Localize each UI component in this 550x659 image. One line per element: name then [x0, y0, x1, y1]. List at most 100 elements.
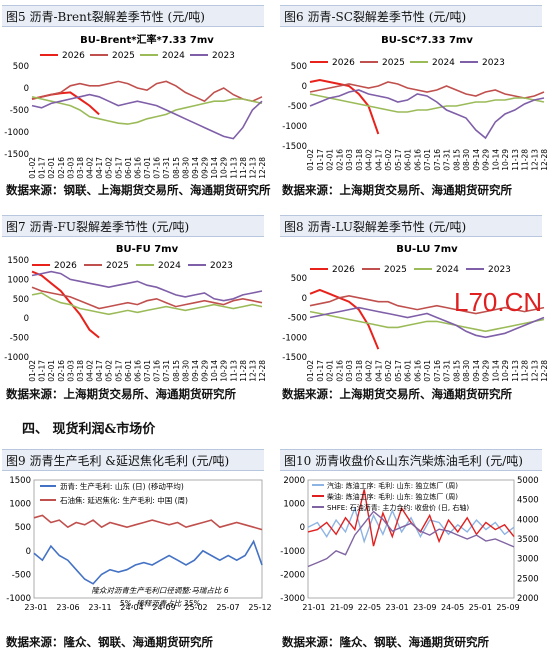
series-line-asphalt-margin: [33, 539, 263, 585]
x-tick-label: 08-30: [462, 149, 471, 171]
series-line-2026: [31, 91, 100, 116]
x-tick-label: 12-13: [248, 360, 257, 382]
legend-label-2025: 2025: [106, 261, 129, 271]
x-tick-label: 24-04: [120, 603, 143, 612]
x-tick-label: 12-13: [530, 149, 539, 171]
x-tick-label: 03-18: [76, 157, 85, 179]
legend-label-2024: 2024: [158, 261, 181, 271]
x-tick-label: 08-15: [172, 157, 181, 179]
x-tick-label: 21-01: [302, 603, 325, 612]
legend-label-2026: 2026: [62, 51, 85, 61]
x-tick-label: 10-14: [210, 360, 219, 382]
x-tick-label: 03-03: [345, 149, 354, 171]
x-tick-label: 02-01: [47, 360, 56, 382]
series-line-2024: [309, 310, 545, 333]
x-tick-label: 06-01: [404, 360, 413, 382]
x-tick-label: 09-14: [472, 360, 481, 382]
figure-7-source: 数据来源：上海期货交易所、海通期货研究所: [6, 387, 236, 401]
y-tick-label-left: -2000: [280, 570, 305, 580]
legend-label-2023: 2023: [482, 58, 505, 68]
figure-10-source: 数据来源：隆众、钢联、海通期货研究所: [282, 635, 489, 649]
legend-label-2025: 2025: [112, 51, 135, 61]
x-tick-label: 09-14: [472, 149, 481, 171]
x-tick-label: 09-14: [191, 157, 200, 179]
series-line-2025: [31, 80, 263, 103]
chart-figure-8: BU-LU 7mv 2026 2025 2024 2023 500 0 -500 -1000 -1…: [282, 244, 549, 382]
x-tick-label: 12-28: [540, 149, 549, 171]
x-tick-label: 25-01: [469, 603, 492, 612]
legend-label-2025: 2025: [382, 58, 405, 68]
x-tick-label: 03-18: [355, 360, 364, 382]
plot-frame: [307, 479, 515, 599]
x-tick-label: 07-01: [423, 149, 432, 171]
y-tick-label: -500: [288, 314, 307, 324]
y-tick-label: 500: [291, 62, 307, 72]
x-tick-label: 03-18: [76, 360, 85, 382]
x-tick-label: 07-31: [162, 360, 171, 382]
x-tick-label: 07-01: [143, 360, 152, 382]
x-tick-label: 08-30: [181, 157, 190, 179]
y-tick-label-right: 3000: [517, 555, 539, 565]
watermark-logo: L70.CN: [454, 287, 543, 317]
y-tick-label: 500: [291, 274, 307, 284]
chart-title: BU-SC*7.33 7mv: [381, 35, 473, 46]
x-tick-label: 04-02: [365, 360, 374, 382]
legend-label-2026: 2026: [54, 261, 77, 271]
x-tick-label: 12-28: [258, 157, 267, 179]
x-tick-label: 25-12: [248, 603, 271, 612]
y-tick-label: -1000: [4, 353, 29, 363]
x-tick-label: 01-02: [28, 157, 37, 179]
x-tick-label: 03-03: [345, 360, 354, 382]
y-tick-label-right: 2000: [517, 594, 539, 604]
x-tick-label: 09-14: [191, 360, 200, 382]
y-tick-label-left: -3000: [280, 594, 305, 604]
y-tick-label: 500: [13, 62, 29, 72]
chart-title: BU-LU 7mv: [396, 244, 458, 255]
y-tick-label: -1000: [282, 122, 307, 132]
chart-title: BU-Brent*汇率*7.33 7mv: [80, 33, 214, 46]
x-tick-label: 07-31: [443, 149, 452, 171]
x-tick-label: 01-17: [38, 360, 47, 382]
chart-figure-7: BU-FU 7mv 2026 2025 2024 2023 1500 1000 500 0 -50…: [4, 244, 267, 382]
x-tick-label: 02-16: [335, 360, 344, 382]
chart-figure-10: 2000 1000 0 -1000 -2000 -3000 5000 4500 4000 3500…: [280, 476, 539, 612]
y-tick-label: 0: [24, 84, 29, 94]
x-tick-label: 04-17: [374, 360, 383, 382]
x-tick-label: 01-17: [316, 149, 325, 171]
y-tick-label: -1000: [4, 128, 29, 138]
y-tick-label: 1000: [9, 500, 31, 510]
x-tick-label: 05-17: [394, 360, 403, 382]
x-tick-label: 05-17: [394, 149, 403, 171]
x-tick-label: 06-01: [124, 157, 133, 179]
x-tick-label: 02-01: [326, 149, 335, 171]
y-tick-label-right: 3500: [517, 535, 539, 545]
x-tick-label: 05-02: [384, 360, 393, 382]
x-tick-label: 12-28: [540, 360, 549, 382]
x-tick-label: 07-01: [423, 360, 432, 382]
x-tick-label: 10-29: [501, 149, 510, 171]
x-tick-label: 04-17: [95, 157, 104, 179]
x-tick-label: 23-01: [386, 603, 409, 612]
plot-frame: [33, 479, 263, 599]
y-tick-label-right: 4500: [517, 496, 539, 506]
x-tick-label: 10-14: [491, 360, 500, 382]
x-tick-label: 08-15: [452, 360, 461, 382]
series-line-coking-margin: [33, 514, 263, 531]
y-tick-label: -500: [288, 102, 307, 112]
legend-label: 沥青: 生产毛利: 山东 (日) (移动平均): [60, 481, 184, 491]
x-tick-label: 11-28: [239, 157, 248, 179]
x-tick-label: 03-03: [66, 157, 75, 179]
x-tick-label: 10-29: [501, 360, 510, 382]
x-tick-label: 06-16: [133, 157, 142, 179]
legend-label-2026: 2026: [332, 58, 355, 68]
x-tick-label: 02-01: [326, 360, 335, 382]
y-tick-label-left: 0: [300, 523, 305, 533]
figure-7-title: 图7 沥青-FU裂解差季节性 (元/吨): [2, 215, 264, 237]
x-tick-label: 10-14: [210, 157, 219, 179]
y-tick-label: -500: [10, 106, 29, 116]
x-tick-label: 23-09: [413, 603, 436, 612]
x-tick-label: 08-30: [181, 360, 190, 382]
x-tick-label: 07-31: [162, 157, 171, 179]
legend-label-2025: 2025: [384, 265, 407, 275]
